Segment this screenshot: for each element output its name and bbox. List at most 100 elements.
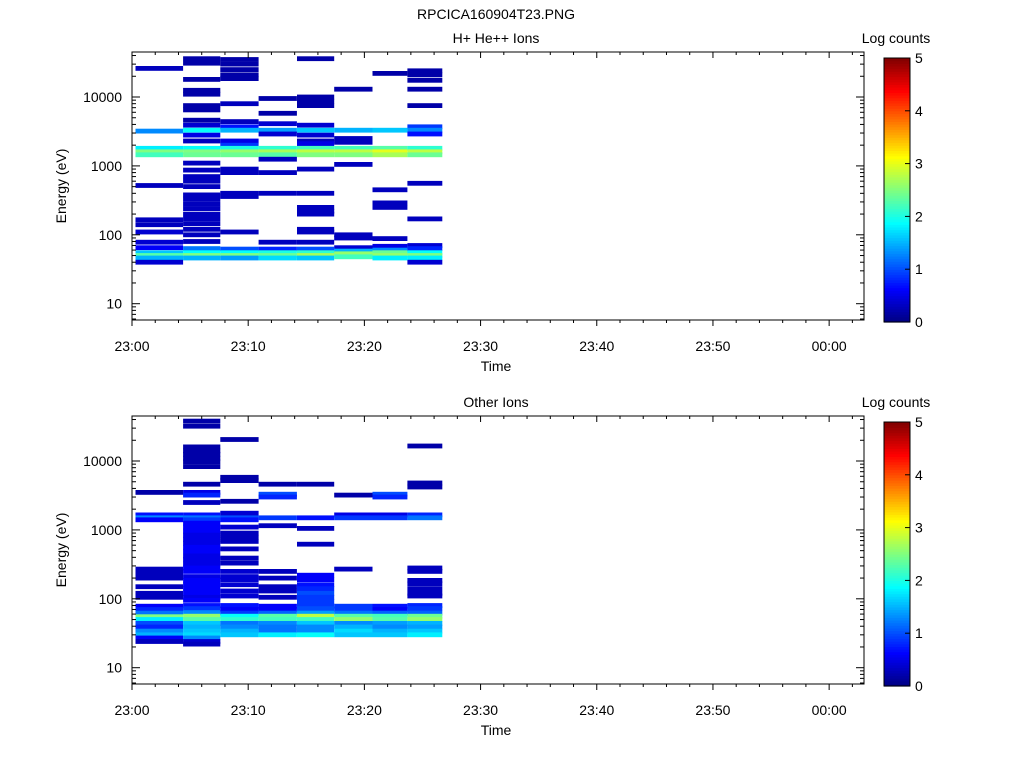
colorbar-step <box>884 248 910 252</box>
heatmap-cell <box>135 575 184 581</box>
x-tick-label: 23:00 <box>114 338 149 354</box>
colorbar-step <box>884 622 910 626</box>
colorbar-step <box>884 495 910 500</box>
colorbar-step <box>884 292 910 297</box>
colorbar-step <box>884 208 910 212</box>
colorbar-step <box>884 65 910 70</box>
heatmap-cell <box>220 229 259 235</box>
heatmap-cell <box>258 253 297 258</box>
colorbar-step <box>884 501 910 505</box>
heatmap-cell <box>334 621 373 626</box>
heatmap-cell <box>183 250 221 256</box>
colorbar-step <box>884 142 910 146</box>
colorbar-step <box>884 298 910 302</box>
heatmap-cell <box>135 239 184 245</box>
heatmap-cell <box>183 178 221 184</box>
colorbar-step <box>884 593 910 597</box>
colorbar-step <box>884 458 910 463</box>
heatmap-cell <box>334 624 373 630</box>
colorbar-tick-label: 0 <box>915 314 923 330</box>
heatmap-cell <box>183 624 221 630</box>
colorbar-step <box>884 538 910 542</box>
colorbar-step <box>884 290 910 294</box>
heatmap-cell <box>258 481 297 487</box>
heatmap-cell <box>297 582 335 588</box>
colorbar-step <box>884 511 910 515</box>
heatmap-cell <box>297 239 335 245</box>
heatmap-cell <box>183 211 221 217</box>
colorbar-step <box>884 445 910 449</box>
heatmap-cell <box>220 624 259 630</box>
heatmap-cell <box>183 56 221 62</box>
heatmap-cell <box>220 560 259 566</box>
colorbar-step <box>884 63 910 67</box>
heatmap-cell <box>258 156 297 162</box>
heatmap-cell <box>334 139 373 145</box>
heatmap-cell <box>297 145 335 151</box>
heatmap-cell <box>407 180 443 186</box>
heatmap-cell <box>183 216 221 222</box>
heatmap-cell <box>297 226 335 232</box>
colorbar-step <box>884 559 910 563</box>
colorbar-step <box>884 163 910 167</box>
heatmap-cell <box>407 590 443 596</box>
heatmap-cell <box>258 610 297 616</box>
colorbar-step <box>884 493 910 497</box>
heatmap-cell <box>183 201 221 207</box>
colorbar-step <box>884 221 910 225</box>
heatmap-cell <box>183 87 221 93</box>
colorbar-step <box>884 213 910 217</box>
colorbar-step <box>884 503 910 508</box>
heatmap-cell <box>297 250 335 256</box>
heatmap-cell <box>407 624 443 630</box>
colorbar-step <box>884 572 910 576</box>
colorbar-step <box>884 314 910 318</box>
heatmap-cell <box>183 451 221 457</box>
colorbar-step <box>884 527 910 531</box>
colorbar-step <box>884 490 910 494</box>
heatmap-cell <box>183 423 221 429</box>
heatmap-cell <box>372 236 408 241</box>
panel-title: Other Ions <box>463 394 528 410</box>
colorbar-step <box>884 137 910 141</box>
colorbar-step <box>884 546 910 550</box>
colorbar-step <box>884 319 910 323</box>
heatmap-cell <box>183 628 221 634</box>
heatmap-cell <box>334 152 373 158</box>
colorbar-step <box>884 625 910 629</box>
heatmap-cell <box>372 205 408 210</box>
colorbar-step <box>884 155 910 159</box>
heatmap-cell <box>297 628 335 634</box>
colorbar-tick-label: 1 <box>915 261 923 277</box>
heatmap-cell <box>372 250 408 256</box>
heatmap-cell <box>183 639 221 644</box>
heatmap-cell <box>220 534 259 540</box>
heatmap-cell <box>135 217 184 223</box>
heatmap-cell <box>183 103 221 108</box>
heatmap-cell <box>135 253 184 258</box>
colorbar-step <box>884 121 910 125</box>
colorbar-step <box>884 451 910 455</box>
y-tick-label: 1000 <box>91 158 122 174</box>
colorbar-step <box>884 614 910 618</box>
heatmap-cell <box>220 530 259 536</box>
heatmap-cell <box>297 610 335 616</box>
heatmap-cell <box>183 174 221 179</box>
heatmap-cell <box>334 607 373 612</box>
heatmap-cell <box>297 205 335 210</box>
heatmap-cell <box>183 610 221 615</box>
heatmap-cell <box>183 621 221 626</box>
heatmap-cell <box>183 528 221 534</box>
colorbar-step <box>884 667 910 671</box>
heatmap-cell <box>183 464 221 469</box>
heatmap-cell <box>407 124 443 130</box>
heatmap-cell <box>183 246 221 251</box>
heatmap-cell <box>407 145 443 151</box>
heatmap-cell <box>297 617 335 622</box>
heatmap-cell <box>183 221 221 227</box>
heatmap-cell <box>258 145 297 151</box>
heatmap-cell <box>135 590 184 596</box>
colorbar: 0 1 2 3 4 5 <box>883 50 923 330</box>
heatmap-cell <box>372 253 408 258</box>
